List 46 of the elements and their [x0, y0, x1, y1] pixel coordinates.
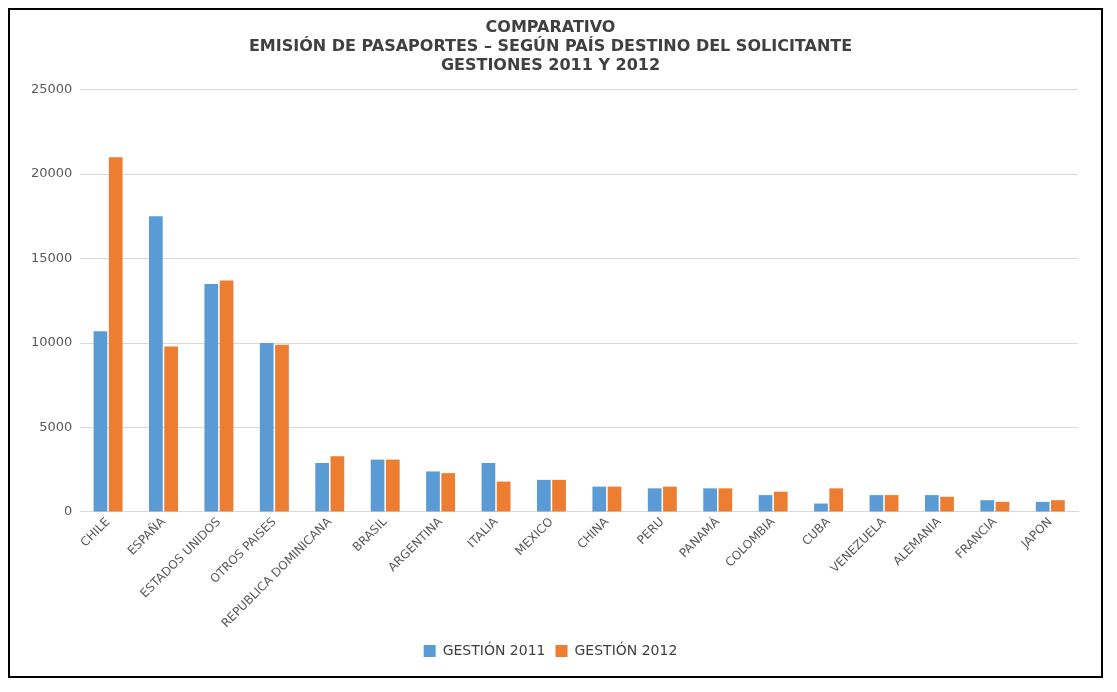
legend-label: GESTIÓN 2012: [574, 640, 678, 658]
bar: [275, 344, 289, 512]
bar: [758, 495, 773, 512]
bar: [607, 486, 622, 512]
y-tick-label: 0: [64, 503, 73, 519]
text: GESTIONES 2011 Y 2012: [440, 55, 661, 75]
bar: [663, 486, 677, 512]
bar: [869, 495, 884, 512]
bar: [1035, 501, 1050, 512]
bar: [149, 216, 163, 512]
bar: [884, 495, 899, 512]
bar: [441, 473, 456, 512]
bar: [980, 500, 995, 512]
y-tick-label: 20000: [31, 165, 73, 181]
bar: [592, 486, 607, 512]
bar: [385, 459, 400, 512]
bar: [496, 481, 511, 512]
bar: [718, 488, 733, 512]
bar: [829, 488, 844, 512]
bar: [219, 280, 234, 512]
bar: [370, 459, 385, 512]
bar: [940, 496, 954, 512]
bar: [164, 346, 178, 512]
bar: [703, 488, 717, 512]
bar: [552, 479, 566, 512]
bar: [1051, 500, 1065, 512]
bar: [924, 495, 939, 512]
y-tick-label: 15000: [31, 249, 73, 265]
bar: [108, 157, 123, 512]
bar: [481, 462, 496, 512]
bar: [315, 462, 329, 512]
legend-label: GESTIÓN 2011: [442, 640, 546, 658]
bar: [536, 479, 551, 512]
y-tick-label: 5000: [39, 418, 73, 434]
bar: [204, 283, 219, 512]
text: EMISIÓN DE PASAPORTES – SEGÚN PAÍS DESTINO DEL SOLICITANTE: [248, 35, 853, 55]
bar: [259, 343, 274, 512]
bar: [426, 471, 440, 512]
bar: [773, 491, 788, 512]
y-tick-label: 10000: [31, 334, 73, 350]
bar: [814, 503, 828, 512]
bar: [93, 331, 108, 512]
bar: [647, 488, 662, 512]
text: COMPARATIVO: [485, 16, 616, 36]
y-tick-label: 25000: [31, 80, 73, 96]
bar: [330, 456, 345, 512]
